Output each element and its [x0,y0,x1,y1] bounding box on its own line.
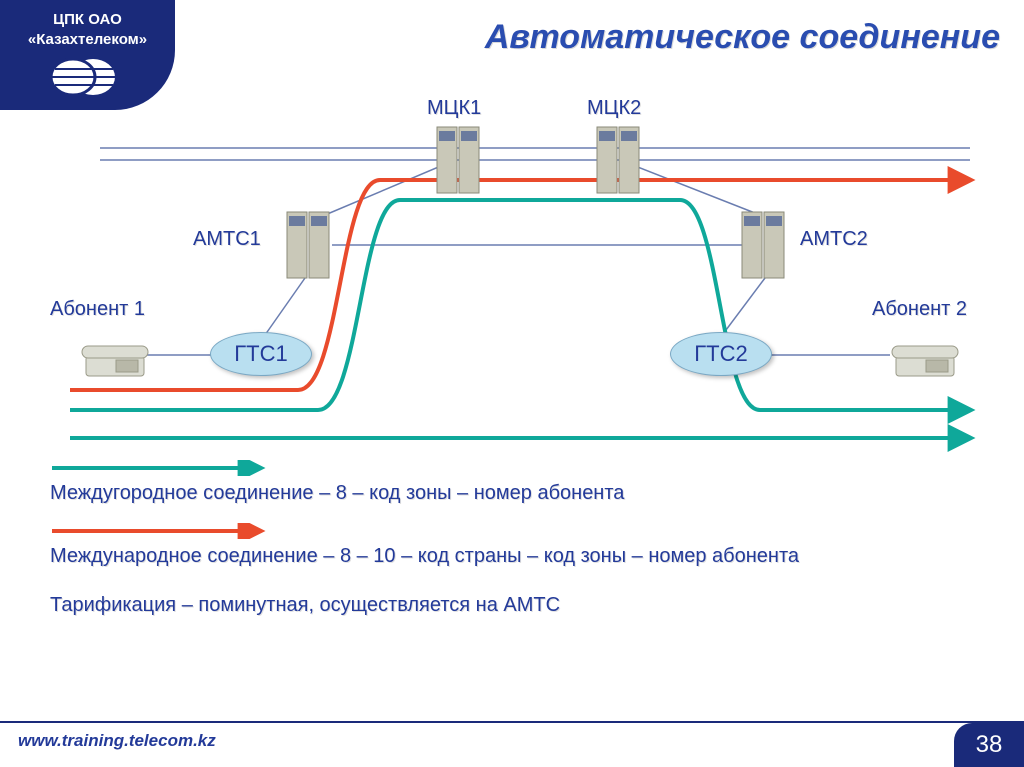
label-abon2: Абонент 2 [872,298,967,321]
node-mck2 [595,125,643,195]
arrow-red-icon [50,523,270,539]
node-mck1 [435,125,483,195]
node-gts2: ГТС2 [670,332,772,376]
network-diagram: МЦК1 МЦК2 АМТС1 АМТС2 ГТС1 ГТС2 Абонент … [40,80,984,460]
node-amtc1 [285,210,333,280]
node-gts1: ГТС1 [210,332,312,376]
legend: Междугородное соединение – 8 – код зоны … [50,460,984,617]
page-number: 38 [954,723,1024,767]
org-name: ЦПК ОАО «Казахтелеком» [0,10,175,49]
legend-text-red: Международное соединение – 8 – 10 – код … [50,545,984,568]
label-mck1: МЦК1 [427,97,481,120]
label-abon1: Абонент 1 [50,298,145,321]
footer-url: www.training.telecom.kz [18,731,216,751]
legend-tariff: Тарификация – поминутная, осуществляется… [50,594,984,617]
legend-text-teal: Междугородное соединение – 8 – код зоны … [50,482,984,505]
legend-row-teal: Междугородное соединение – 8 – код зоны … [50,460,984,505]
arrow-teal-icon [50,460,270,476]
label-amtc1: АМТС1 [193,228,261,251]
page-title: Автоматическое соединение [485,18,1000,57]
footer-divider [0,721,1024,723]
org-line1: ЦПК ОАО [53,11,122,28]
label-mck2: МЦК2 [587,97,641,120]
org-line2: «Казахтелеком» [28,31,147,48]
node-amtc2 [740,210,788,280]
label-amtc2: АМТС2 [800,228,868,251]
diagram-svg [40,80,984,460]
phone-icon [890,338,960,380]
phone-icon [80,338,150,380]
legend-row-red: Международное соединение – 8 – 10 – код … [50,523,984,568]
